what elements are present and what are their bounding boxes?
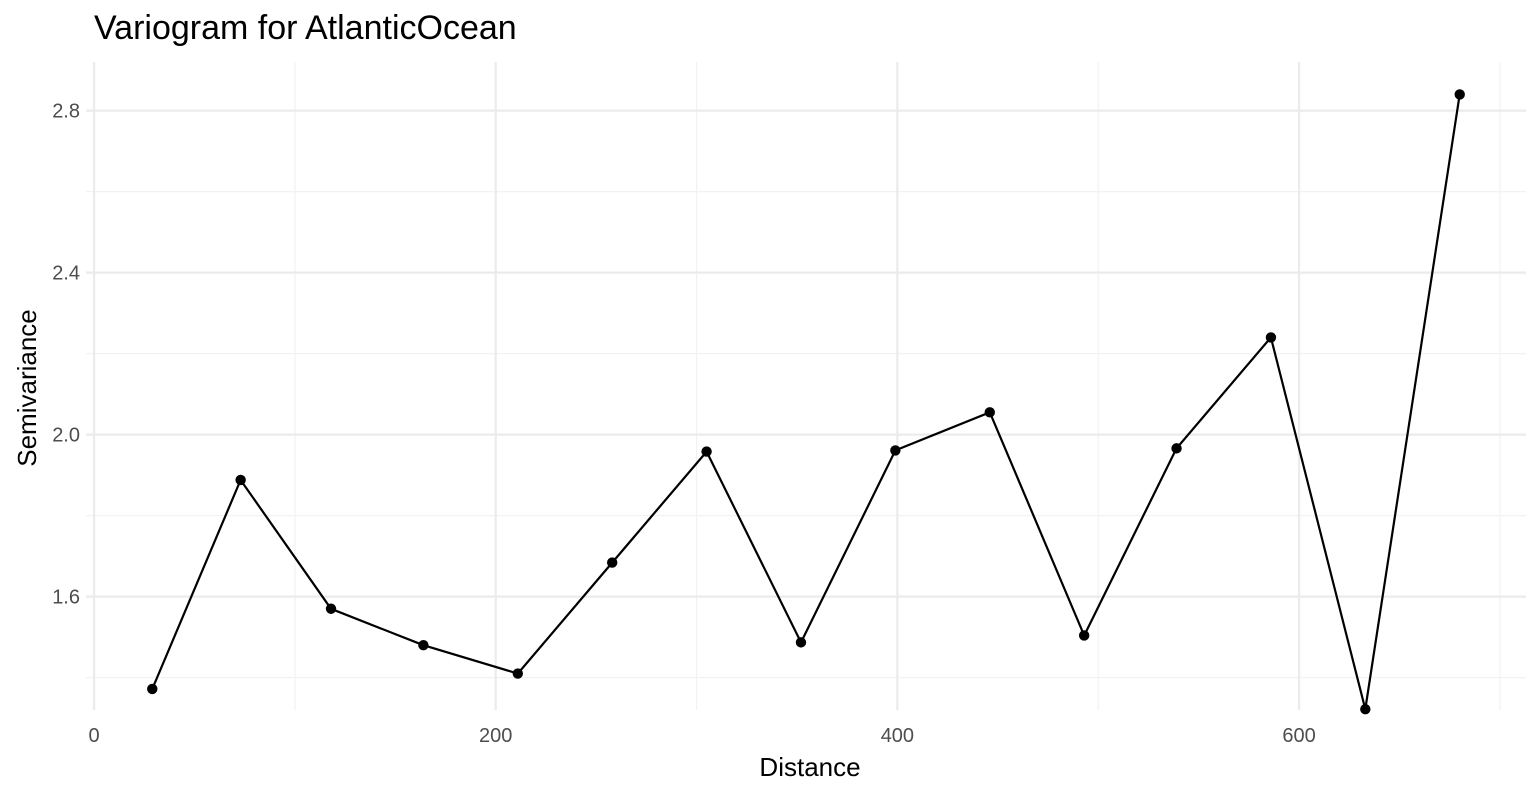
x-tick-label: 200 (479, 725, 512, 747)
y-tick-label: 2.4 (52, 263, 80, 285)
axis-ticks: 0 200 400 600 1.6 2.0 2.4 2.8 (52, 101, 1316, 747)
data-point (418, 640, 429, 651)
data-point (1360, 703, 1371, 715)
data-point (147, 683, 158, 695)
data-point (1171, 443, 1182, 454)
x-axis-label: Distance (759, 752, 860, 782)
data-point (795, 637, 807, 648)
y-tick-label: 2.8 (52, 101, 80, 123)
y-tick-label: 2.0 (52, 425, 80, 447)
data-point (235, 474, 246, 486)
data-point (1454, 89, 1465, 100)
data-point (890, 445, 901, 456)
series-layer (147, 89, 1465, 715)
grid (86, 62, 1526, 710)
data-point (984, 407, 995, 418)
x-tick-label: 0 (88, 725, 99, 747)
data-point (1265, 332, 1277, 343)
data-point (606, 557, 618, 568)
y-tick-label: 1.6 (52, 587, 80, 609)
data-point (701, 446, 712, 457)
x-tick-label: 400 (881, 725, 914, 747)
data-point (1078, 630, 1090, 641)
y-axis-label: Semivariance (12, 309, 42, 467)
data-point (325, 603, 337, 614)
chart-title: Variogram for AtlanticOcean (94, 9, 517, 47)
data-point (512, 668, 523, 679)
series-line-0 (151, 94, 1461, 710)
x-tick-label: 600 (1282, 725, 1315, 747)
